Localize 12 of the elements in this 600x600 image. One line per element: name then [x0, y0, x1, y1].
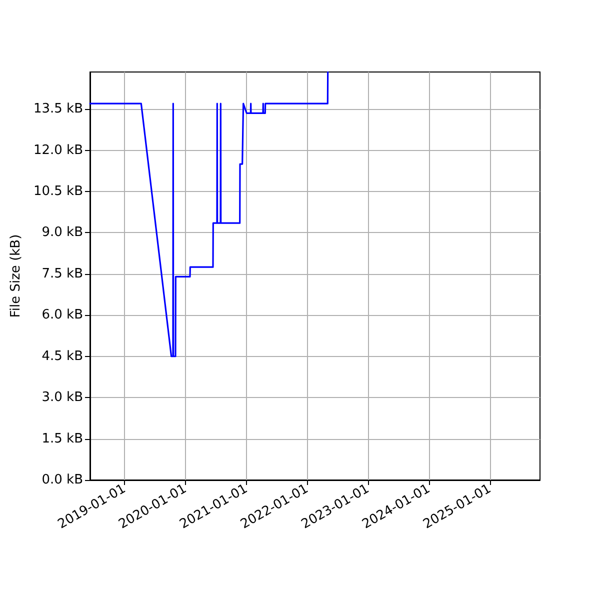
y-tick-label: 3.0 kB [42, 390, 83, 406]
y-tick-label: 10.5 kB [33, 184, 83, 200]
y-tick-label: 1.5 kB [42, 431, 83, 446]
y-tick-label: 7.5 kB [42, 266, 83, 282]
y-tick-label: 0.0 kB [42, 472, 83, 488]
y-tick-label: 12.0 kB [33, 142, 83, 158]
line-series [89, 71, 329, 358]
y-tick-label: 9.0 kB [42, 225, 83, 240]
y-tick-label: 4.5 kB [42, 348, 83, 364]
y-axis-title: File Size (kB) [8, 234, 24, 318]
y-tick-label: 6.0 kB [42, 308, 83, 323]
y-tick-label: 13.5 kB [33, 102, 83, 117]
